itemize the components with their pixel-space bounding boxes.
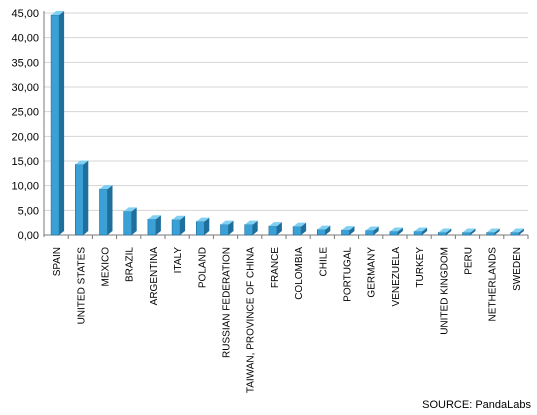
bar <box>123 211 132 236</box>
bar <box>462 232 471 236</box>
x-tick-label: RUSSIAN FEDERATION <box>222 247 233 358</box>
bar <box>147 218 157 236</box>
bar-side <box>397 227 403 235</box>
bar <box>268 225 278 236</box>
bar-top <box>293 222 307 227</box>
bar-side <box>518 228 524 235</box>
bar <box>171 219 181 236</box>
y-tick-label: 20,00 <box>11 131 39 143</box>
bar-side <box>252 220 258 235</box>
bar <box>75 164 84 236</box>
bar-side <box>325 225 331 235</box>
bar-side <box>276 222 282 235</box>
y-tick-label: 25,00 <box>11 107 39 119</box>
x-tick-label: GERMANY <box>367 247 378 298</box>
bar-side <box>155 215 161 235</box>
source-note: SOURCE: PandaLabs <box>422 399 531 411</box>
bar-side <box>446 228 452 235</box>
bar-top <box>510 228 524 233</box>
y-tick-label: 5,00 <box>18 205 39 217</box>
x-tick-label: PORTUGAL <box>343 247 354 302</box>
x-tick-label: UNITED KINGDOM <box>439 247 450 335</box>
x-tick-label: CHILE <box>318 247 329 277</box>
x-tick-label: TURKEY <box>415 247 426 288</box>
bar-top <box>462 228 476 233</box>
bar <box>196 221 205 236</box>
bar-side <box>470 228 476 235</box>
bar <box>292 226 302 236</box>
bar <box>365 230 375 236</box>
bar-top <box>268 222 282 227</box>
bar-side <box>301 222 307 235</box>
bar <box>244 224 253 236</box>
bar-top <box>172 215 186 220</box>
x-tick-label: MEXICO <box>101 247 112 287</box>
x-tick-label: POLAND <box>197 247 208 288</box>
bar <box>437 232 447 236</box>
x-tick-label: SPAIN <box>52 247 63 276</box>
bar-side <box>180 215 186 235</box>
bar-top <box>438 228 452 233</box>
bar <box>316 229 326 236</box>
x-tick-label: UNITED STATES <box>76 247 87 325</box>
bar-side <box>494 228 500 235</box>
y-tick-label: 35,00 <box>11 57 39 69</box>
bar-top <box>341 226 355 231</box>
bar-top <box>99 185 113 190</box>
bar-top <box>486 228 500 233</box>
y-tick-label: 30,00 <box>11 82 39 94</box>
bar-side <box>59 10 65 236</box>
x-tick-label: SWEDEN <box>512 247 523 291</box>
bar-top <box>51 10 65 15</box>
bar <box>510 232 520 236</box>
bar-top <box>317 225 331 230</box>
x-tick-label: COLOMBIA <box>294 247 305 300</box>
bar <box>486 232 496 236</box>
bar-top <box>75 160 89 165</box>
y-tick-label: 10,00 <box>11 181 39 193</box>
bar-side <box>422 227 428 235</box>
bar <box>220 224 229 236</box>
bar-side <box>204 217 210 235</box>
bar-top <box>389 227 403 232</box>
x-tick-label: NETHERLANDS <box>488 247 499 322</box>
x-tick-label: FRANCE <box>270 247 281 288</box>
y-tick-label: 15,00 <box>11 156 39 168</box>
bar-top <box>123 207 137 212</box>
bar-side <box>349 226 355 235</box>
y-tick-label: 0,00 <box>18 230 39 242</box>
bar-top <box>220 220 234 225</box>
bar <box>413 231 423 236</box>
bar <box>50 14 60 236</box>
x-tick-label: ARGENTINA <box>149 247 160 306</box>
x-tick-label: BRAZIL <box>125 247 136 282</box>
bar <box>99 188 108 236</box>
bar-top <box>196 217 210 222</box>
bar <box>389 231 399 236</box>
bar-top <box>414 227 428 232</box>
x-tick-label: PERU <box>464 247 475 275</box>
x-tick-label: ITALY <box>173 247 184 274</box>
bar-side <box>83 160 89 235</box>
y-tick-label: 40,00 <box>11 33 39 45</box>
bar-top <box>365 226 379 231</box>
y-tick-label: 45,00 <box>11 8 39 20</box>
bar-top <box>244 220 258 225</box>
x-tick-label: VENEZUELA <box>391 247 402 307</box>
bar-side <box>131 207 137 235</box>
bar-top <box>147 215 161 220</box>
bar <box>341 229 350 236</box>
x-tick-label: TAIWAN, PROVINCE OF CHINA <box>246 247 257 393</box>
bar-side <box>107 185 113 235</box>
bar-side <box>373 226 379 235</box>
bar-side <box>228 220 234 235</box>
